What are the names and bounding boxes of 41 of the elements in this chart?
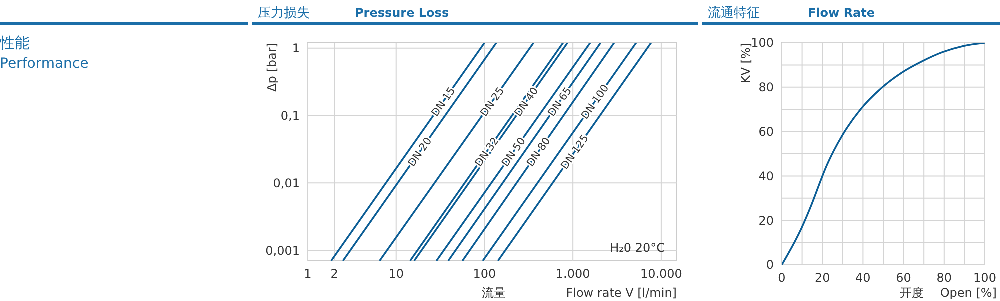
x-tick-label: 10	[388, 267, 404, 281]
x-tick-label: 0	[778, 271, 786, 285]
y-tick-label: 20	[758, 214, 774, 228]
x-axis-title: 流量	[482, 286, 506, 300]
chart-subtitle: Pressure Loss	[355, 6, 450, 20]
text: DN 20	[406, 136, 435, 170]
text: DN 25	[478, 85, 508, 120]
text: DN 65	[546, 85, 575, 120]
x-tick-label: 10.000	[640, 267, 682, 281]
text: DN 32	[473, 136, 502, 170]
x-tick-label: 20	[814, 271, 830, 285]
chart-title: 压力损失	[258, 6, 310, 21]
x-tick-label: 1.000	[556, 267, 590, 281]
x-axis-title: 开度	[900, 286, 924, 300]
y-tick-label: 0,1	[280, 108, 300, 123]
x-tick-label: 40	[856, 271, 871, 285]
y-tick-label: 0,01	[273, 176, 300, 190]
x-tick-label: 100	[974, 271, 996, 285]
text: Flow rate V [l/min]	[566, 286, 677, 300]
x-tick-label: 100	[473, 267, 496, 281]
x-tick-label: 1	[304, 267, 312, 281]
x-tick-label: 2	[330, 267, 338, 281]
line-series	[782, 43, 985, 265]
text: Performance	[0, 56, 89, 72]
y-tick-label: 1	[292, 42, 300, 56]
y-tick-label: 60	[758, 125, 774, 139]
text: Open [%]	[940, 286, 997, 300]
y-tick-label: 100	[751, 36, 774, 50]
annotation: H₂0 20°C	[610, 241, 665, 255]
x-tick-label: 80	[936, 271, 952, 285]
text: DN 15	[430, 85, 458, 120]
chart-title: 流通特征	[708, 5, 760, 21]
y-tick-label: 80	[758, 80, 774, 95]
text: DN 40	[512, 85, 542, 120]
y-tick-label: 0,001	[266, 244, 300, 258]
y-axis-title: Δp [bar]	[265, 43, 280, 92]
y-tick-label: 40	[758, 169, 774, 184]
x-tick-label: 60	[896, 271, 912, 285]
y-axis-title: KV [%]	[739, 43, 754, 84]
text: DN 80	[524, 136, 554, 170]
chart-subtitle: Flow Rate	[808, 6, 876, 20]
